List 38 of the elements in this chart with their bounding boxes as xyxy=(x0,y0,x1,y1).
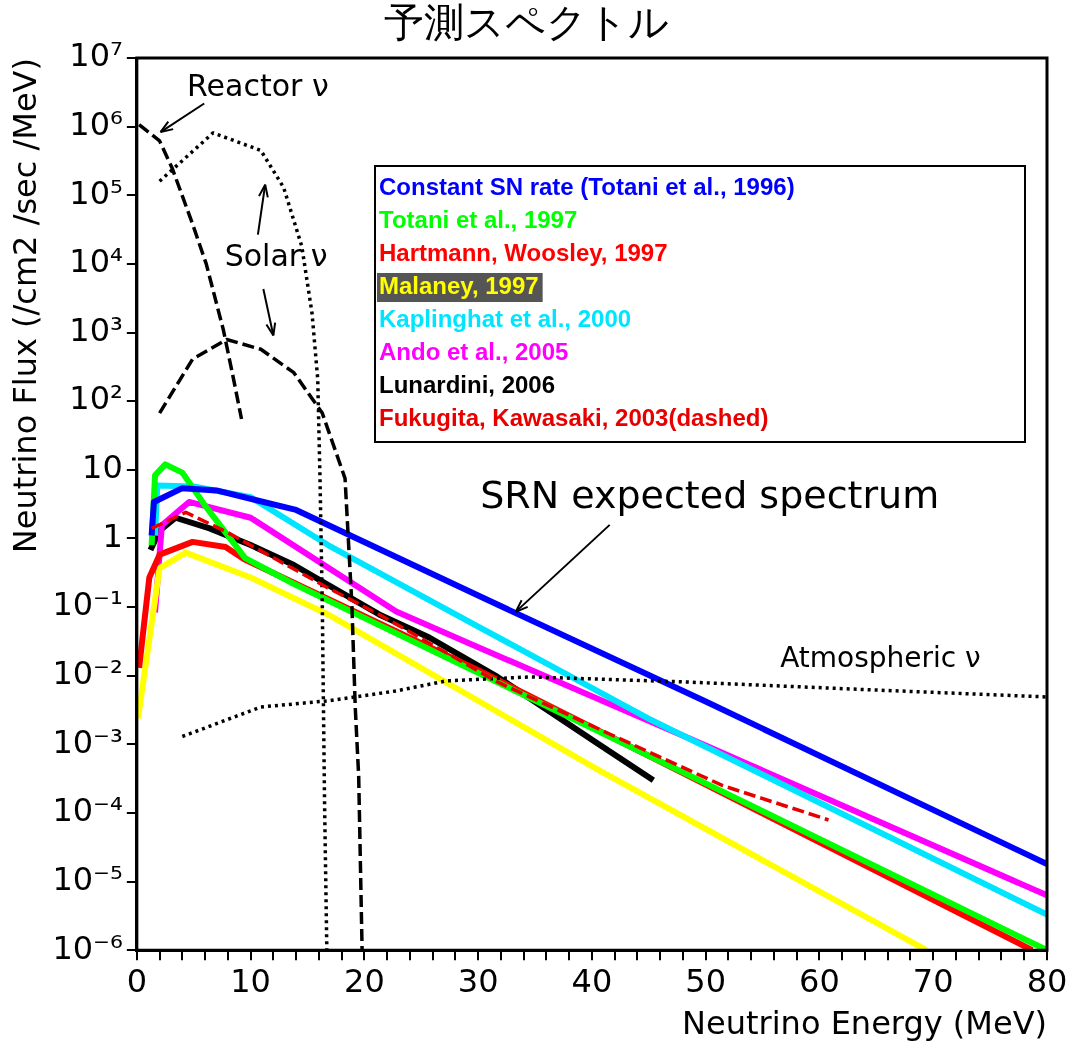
text: Lunardini, 2006 xyxy=(379,371,556,399)
y-tick-label: 10⁻¹ xyxy=(52,585,123,624)
y-tick-label: 10⁴ xyxy=(69,242,123,281)
annotation: Solar ν xyxy=(224,237,328,273)
y-tick-label: 10⁻² xyxy=(52,653,123,692)
annotation: Atmospheric ν xyxy=(780,640,981,674)
chart-title: 予測スペクトル xyxy=(384,0,669,46)
y-tick-label: 10³ xyxy=(69,310,123,349)
x-tick-label: 20 xyxy=(344,961,385,1000)
y-tick-label: 10⁻⁵ xyxy=(52,859,123,898)
y-tick-label: 10⁻³ xyxy=(52,722,123,761)
annotation: SRN expected spectrum xyxy=(480,472,940,517)
text: Totani et al., 1997 xyxy=(379,206,578,234)
text: Constant SN rate (Totani et al., 1996) xyxy=(379,173,795,201)
x-tick-label: 70 xyxy=(912,961,954,1000)
text: Ando et al., 2005 xyxy=(379,338,569,366)
y-tick-label: 10⁻⁶ xyxy=(52,928,123,967)
x-tick-label: 30 xyxy=(457,961,499,1000)
x-tick-label: 40 xyxy=(571,961,613,1000)
y-tick-label: 10 xyxy=(82,448,123,487)
x-tick-label: 60 xyxy=(799,961,840,1000)
y-tick-label: 10⁷ xyxy=(69,36,123,75)
y-tick-label: 10⁻⁴ xyxy=(52,791,123,830)
text: Malaney, 1997 xyxy=(379,272,539,300)
y-tick-label: 10⁵ xyxy=(69,173,123,212)
x-tick-label: 50 xyxy=(685,961,727,1000)
x-tick-label: 0 xyxy=(126,961,148,1000)
x-tick-label: 10 xyxy=(230,961,271,1000)
annotation: Reactor ν xyxy=(187,68,329,104)
text: Hartmann, Woosley, 1997 xyxy=(379,239,668,267)
y-tick-label: 10² xyxy=(69,379,123,418)
y-tick-label: 10⁶ xyxy=(69,104,123,143)
x-tick-label: 80 xyxy=(1026,961,1068,1000)
text: Fukugita, Kawasaki, 2003(dashed) xyxy=(379,404,769,432)
y-tick-label: 1 xyxy=(102,516,123,555)
y-axis-title: Neutrino Flux (/cm2 /sec /MeV) xyxy=(5,58,44,554)
text: Kaplinghat et al., 2000 xyxy=(379,305,632,333)
x-axis-title: Neutrino Energy (MeV) xyxy=(682,1004,1047,1043)
